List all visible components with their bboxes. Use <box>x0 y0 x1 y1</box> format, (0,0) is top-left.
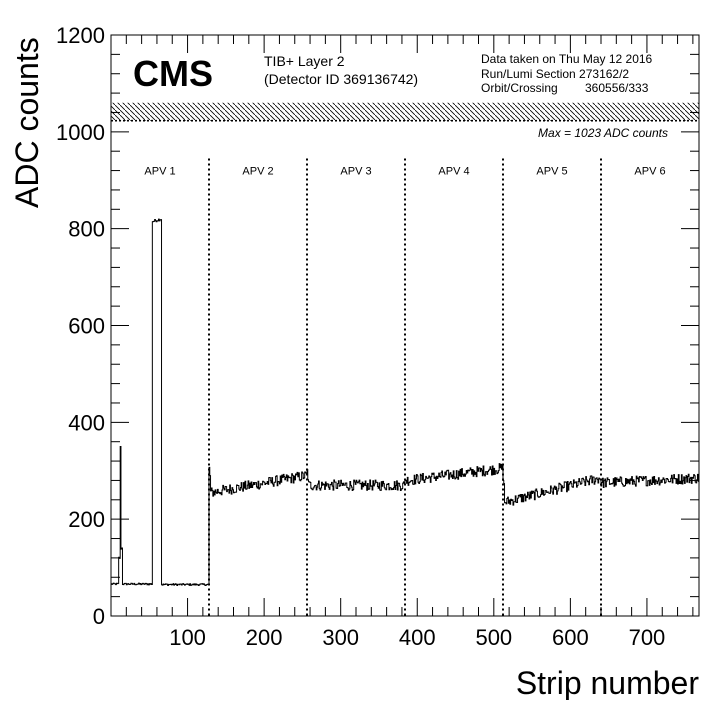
adc-profile-line <box>111 218 699 586</box>
x-tick-label: 300 <box>322 625 359 650</box>
apv-label: APV 4 <box>438 166 469 178</box>
orbit-crossing-value: 360556/333 <box>585 81 649 95</box>
apv-label: APV 1 <box>144 166 175 178</box>
x-axis-title: Strip number <box>516 665 700 700</box>
data-date-label: Data taken on Thu May 12 2016 <box>481 52 653 66</box>
x-tick-label: 600 <box>552 625 589 650</box>
detector-label: TIB+ Layer 2 <box>264 53 345 69</box>
y-tick-label: 600 <box>68 314 105 339</box>
apv-label: APV 6 <box>634 166 665 178</box>
saturation-band <box>111 102 699 121</box>
x-tick-label: 200 <box>246 625 283 650</box>
max-adc-label: Max = 1023 ADC counts <box>538 126 668 140</box>
apv-label: APV 5 <box>536 166 567 178</box>
run-lumi-label: Run/Lumi Section 273162/2 <box>481 67 629 81</box>
x-tick-label: 500 <box>475 625 512 650</box>
y-tick-label: 0 <box>93 604 105 629</box>
y-tick-label: 1000 <box>56 120 105 145</box>
cms-logo-text: CMS <box>133 53 213 94</box>
apv-label: APV 2 <box>242 166 273 178</box>
plot-frame <box>110 34 700 617</box>
x-tick-label: 100 <box>169 625 206 650</box>
apv-label: APV 3 <box>340 166 371 178</box>
x-tick-label: 700 <box>629 625 666 650</box>
y-tick-label: 400 <box>68 410 105 435</box>
y-tick-label: 800 <box>68 217 105 242</box>
y-axis-title: ADC counts <box>9 37 45 208</box>
y-tick-label: 1200 <box>56 23 105 48</box>
detector-id-label: (Detector ID 369136742) <box>264 71 418 87</box>
y-tick-label: 200 <box>68 507 105 532</box>
orbit-crossing-label: Orbit/Crossing <box>481 81 558 95</box>
x-tick-label: 400 <box>399 625 436 650</box>
